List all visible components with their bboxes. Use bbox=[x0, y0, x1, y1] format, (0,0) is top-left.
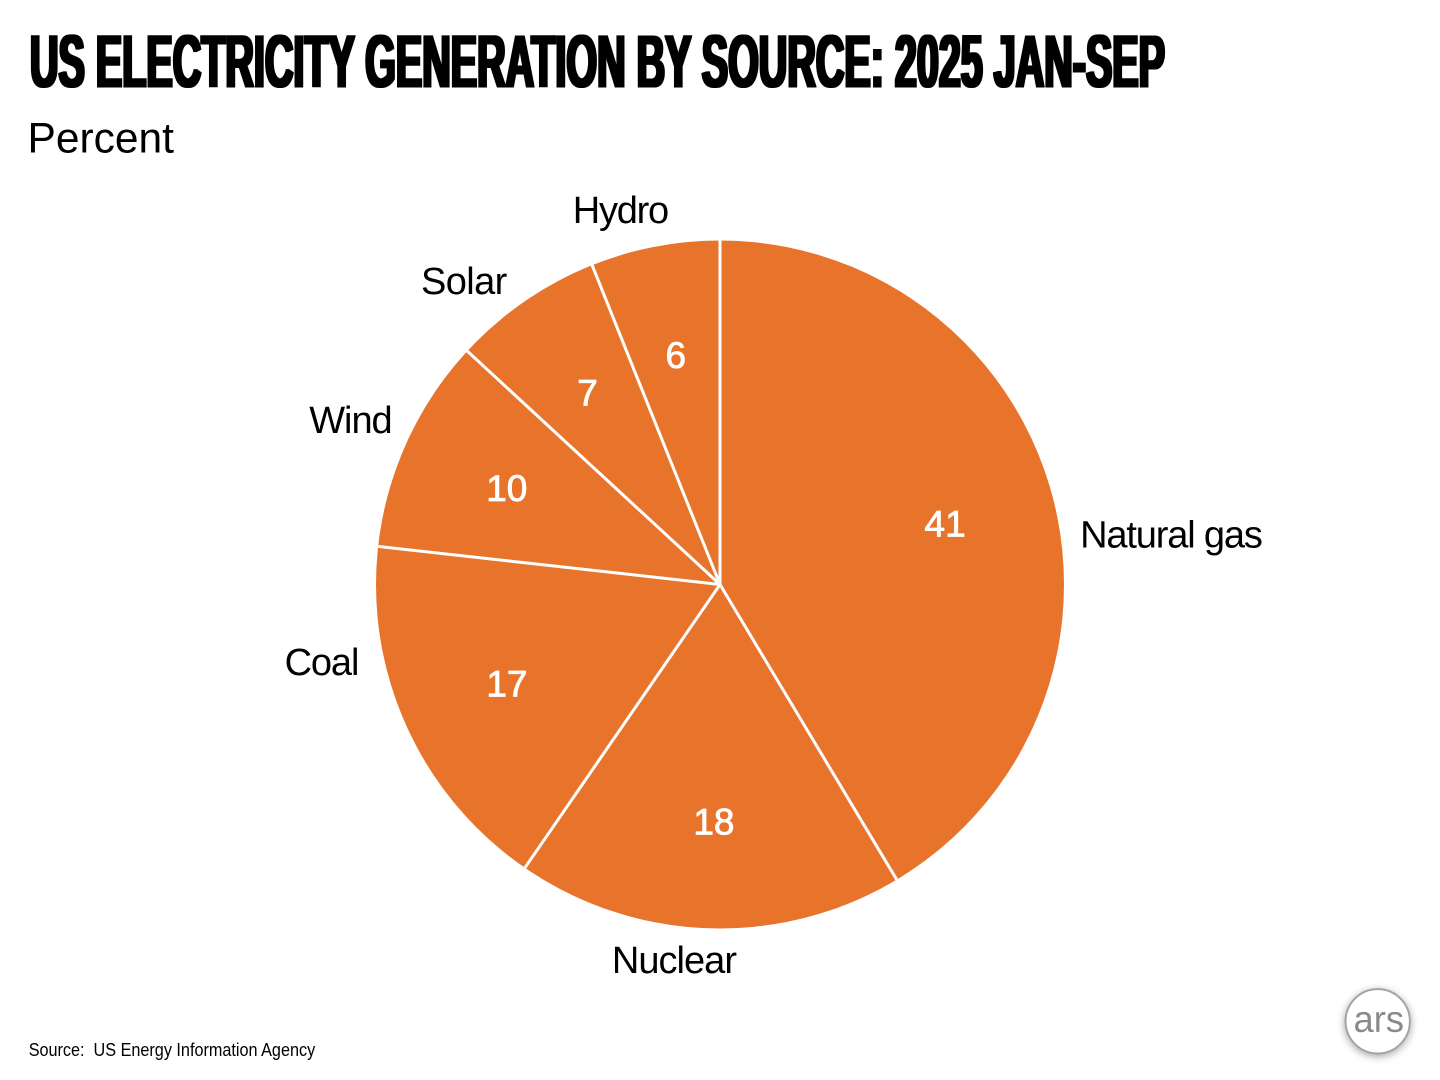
svg-text:Solar: Solar bbox=[421, 261, 508, 303]
svg-text:17: 17 bbox=[486, 664, 527, 705]
svg-text:Source: US Energy Information: Source: US Energy Information Agency bbox=[29, 1039, 316, 1060]
svg-text:10: 10 bbox=[486, 468, 527, 509]
svg-text:Coal: Coal bbox=[285, 642, 360, 684]
svg-text:Hydro: Hydro bbox=[573, 190, 669, 232]
svg-text:Natural gas: Natural gas bbox=[1080, 515, 1263, 557]
svg-text:6: 6 bbox=[666, 335, 687, 376]
svg-text:Percent: Percent bbox=[28, 116, 175, 163]
svg-text:Wind: Wind bbox=[309, 400, 393, 442]
svg-text:18: 18 bbox=[693, 801, 734, 842]
svg-text:US ELECTRICITY GENERATION BY S: US ELECTRICITY GENERATION BY SOURCE: 202… bbox=[30, 20, 1165, 103]
svg-text:7: 7 bbox=[577, 372, 598, 413]
svg-text:Nuclear: Nuclear bbox=[612, 940, 737, 982]
svg-text:41: 41 bbox=[925, 504, 966, 545]
